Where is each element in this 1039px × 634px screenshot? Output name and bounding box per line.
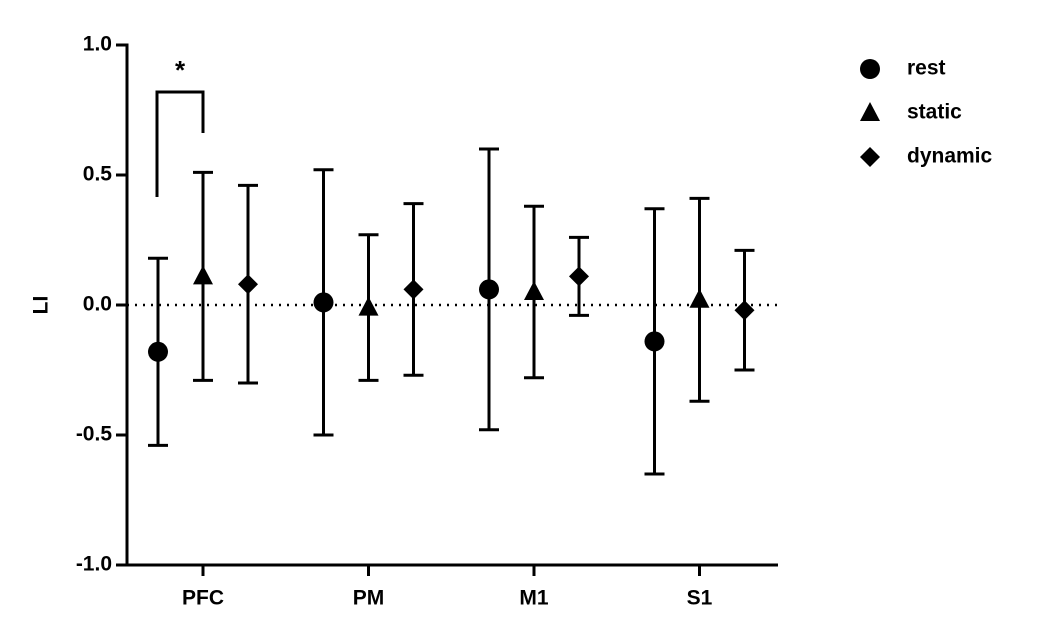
y-tick-label: -1.0 [76, 553, 112, 576]
x-tick-label: S1 [687, 587, 713, 610]
data-point [313, 292, 334, 313]
data-point [238, 274, 258, 295]
data-point [734, 300, 755, 321]
significance-bracket [155, 90, 205, 197]
legend-label: rest [907, 57, 946, 80]
legend-label: static [907, 101, 962, 124]
y-tick-label: -0.5 [76, 423, 113, 446]
data-point [524, 281, 544, 300]
data-point [358, 296, 379, 316]
legend-label: dynamic [907, 145, 993, 168]
significance-star: * [175, 55, 186, 85]
data-point [479, 279, 499, 300]
x-tick-label: M1 [519, 587, 548, 610]
legend-marker [860, 147, 880, 167]
data-point [569, 266, 589, 287]
y-tick-label: 1.0 [83, 33, 112, 56]
data-point [644, 331, 665, 352]
legend-marker [860, 102, 880, 121]
data-point [193, 265, 213, 285]
x-tick-label: PFC [182, 587, 224, 610]
data-point [148, 341, 168, 362]
x-tick-label: PM [353, 587, 385, 610]
legend-marker [860, 59, 880, 79]
y-tick-label: 0.5 [83, 163, 113, 186]
y-tick-label: 0.0 [83, 293, 112, 316]
data-point [403, 279, 424, 300]
data-point [689, 288, 710, 308]
y-axis-label: LI [30, 296, 53, 315]
